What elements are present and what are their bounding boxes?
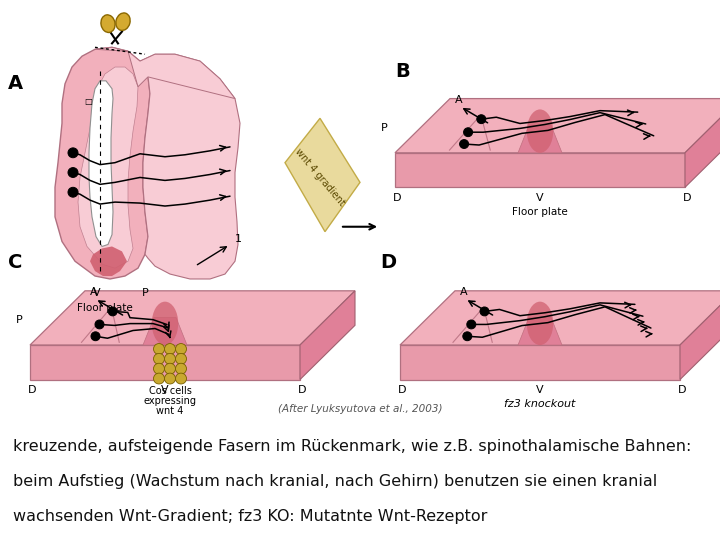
Text: (After Lyuksyutova et al., 2003): (After Lyuksyutova et al., 2003) <box>278 404 442 414</box>
Text: A: A <box>8 74 23 93</box>
Circle shape <box>153 343 164 354</box>
Text: P: P <box>142 288 148 298</box>
Text: D: D <box>28 386 36 395</box>
Ellipse shape <box>527 302 553 345</box>
Circle shape <box>164 373 176 384</box>
Polygon shape <box>518 318 562 345</box>
Circle shape <box>176 353 186 365</box>
Text: 1: 1 <box>235 233 242 244</box>
Polygon shape <box>400 291 720 345</box>
Circle shape <box>153 363 164 374</box>
Circle shape <box>164 353 176 365</box>
Text: beim Aufstieg (Wachstum nach kranial, nach Gehirn) benutzen sie einen kranial: beim Aufstieg (Wachstum nach kranial, na… <box>13 474 657 489</box>
Ellipse shape <box>101 15 115 32</box>
Text: D: D <box>683 193 691 203</box>
Circle shape <box>91 332 100 341</box>
Circle shape <box>164 343 176 354</box>
Text: Cos cells: Cos cells <box>148 386 192 396</box>
Circle shape <box>68 167 78 178</box>
Circle shape <box>153 373 164 384</box>
Circle shape <box>153 353 164 365</box>
Polygon shape <box>395 153 685 187</box>
Text: P: P <box>381 123 388 133</box>
Circle shape <box>467 320 476 329</box>
Ellipse shape <box>116 13 130 30</box>
Polygon shape <box>285 118 360 232</box>
Text: V: V <box>93 288 101 298</box>
Text: A: A <box>460 287 467 297</box>
Circle shape <box>477 114 486 124</box>
Text: D: D <box>298 386 306 395</box>
Polygon shape <box>400 345 680 380</box>
Text: Floor plate: Floor plate <box>512 207 568 217</box>
Circle shape <box>164 363 176 374</box>
Polygon shape <box>685 99 720 187</box>
Polygon shape <box>680 291 720 380</box>
Text: V: V <box>536 193 544 203</box>
Text: D: D <box>397 386 406 395</box>
Text: B: B <box>395 62 410 81</box>
Text: wachsenden Wnt-Gradient; fz3 KO: Mutatnte Wnt-Rezeptor: wachsenden Wnt-Gradient; fz3 KO: Mutatnt… <box>13 509 487 524</box>
Polygon shape <box>30 291 355 345</box>
Circle shape <box>95 320 104 329</box>
Polygon shape <box>95 48 235 99</box>
Circle shape <box>480 307 489 316</box>
Polygon shape <box>55 48 150 279</box>
Circle shape <box>176 363 186 374</box>
Circle shape <box>464 128 472 137</box>
Text: V: V <box>161 386 168 395</box>
Text: fz3 knockout: fz3 knockout <box>504 399 576 409</box>
Circle shape <box>463 332 472 341</box>
Text: D: D <box>392 193 401 203</box>
Ellipse shape <box>527 110 553 153</box>
Polygon shape <box>89 81 113 246</box>
Circle shape <box>176 373 186 384</box>
Polygon shape <box>143 318 187 345</box>
Circle shape <box>459 140 469 149</box>
Text: D: D <box>678 386 686 395</box>
Text: A: A <box>455 94 463 105</box>
Text: wnt 4: wnt 4 <box>156 406 184 416</box>
Text: P: P <box>16 315 23 325</box>
Polygon shape <box>78 67 138 268</box>
Circle shape <box>108 307 117 316</box>
Polygon shape <box>395 99 720 153</box>
Text: V: V <box>536 386 544 395</box>
Circle shape <box>68 148 78 158</box>
Polygon shape <box>518 125 562 153</box>
Text: A: A <box>90 287 98 297</box>
Polygon shape <box>90 246 127 276</box>
Text: Floor plate: Floor plate <box>77 302 133 313</box>
Text: expressing: expressing <box>143 396 197 406</box>
Polygon shape <box>30 345 300 380</box>
Text: D: D <box>380 253 396 272</box>
Polygon shape <box>140 54 240 279</box>
Text: □: □ <box>84 97 92 105</box>
Ellipse shape <box>152 302 179 345</box>
Circle shape <box>68 187 78 197</box>
Polygon shape <box>300 291 355 380</box>
Text: kreuzende, aufsteigende Fasern im Rückenmark, wie z.B. spinothalamische Bahnen:: kreuzende, aufsteigende Fasern im Rücken… <box>13 439 691 454</box>
Text: C: C <box>8 253 22 272</box>
Text: wnt 4 gradient: wnt 4 gradient <box>293 147 347 208</box>
Circle shape <box>176 343 186 354</box>
